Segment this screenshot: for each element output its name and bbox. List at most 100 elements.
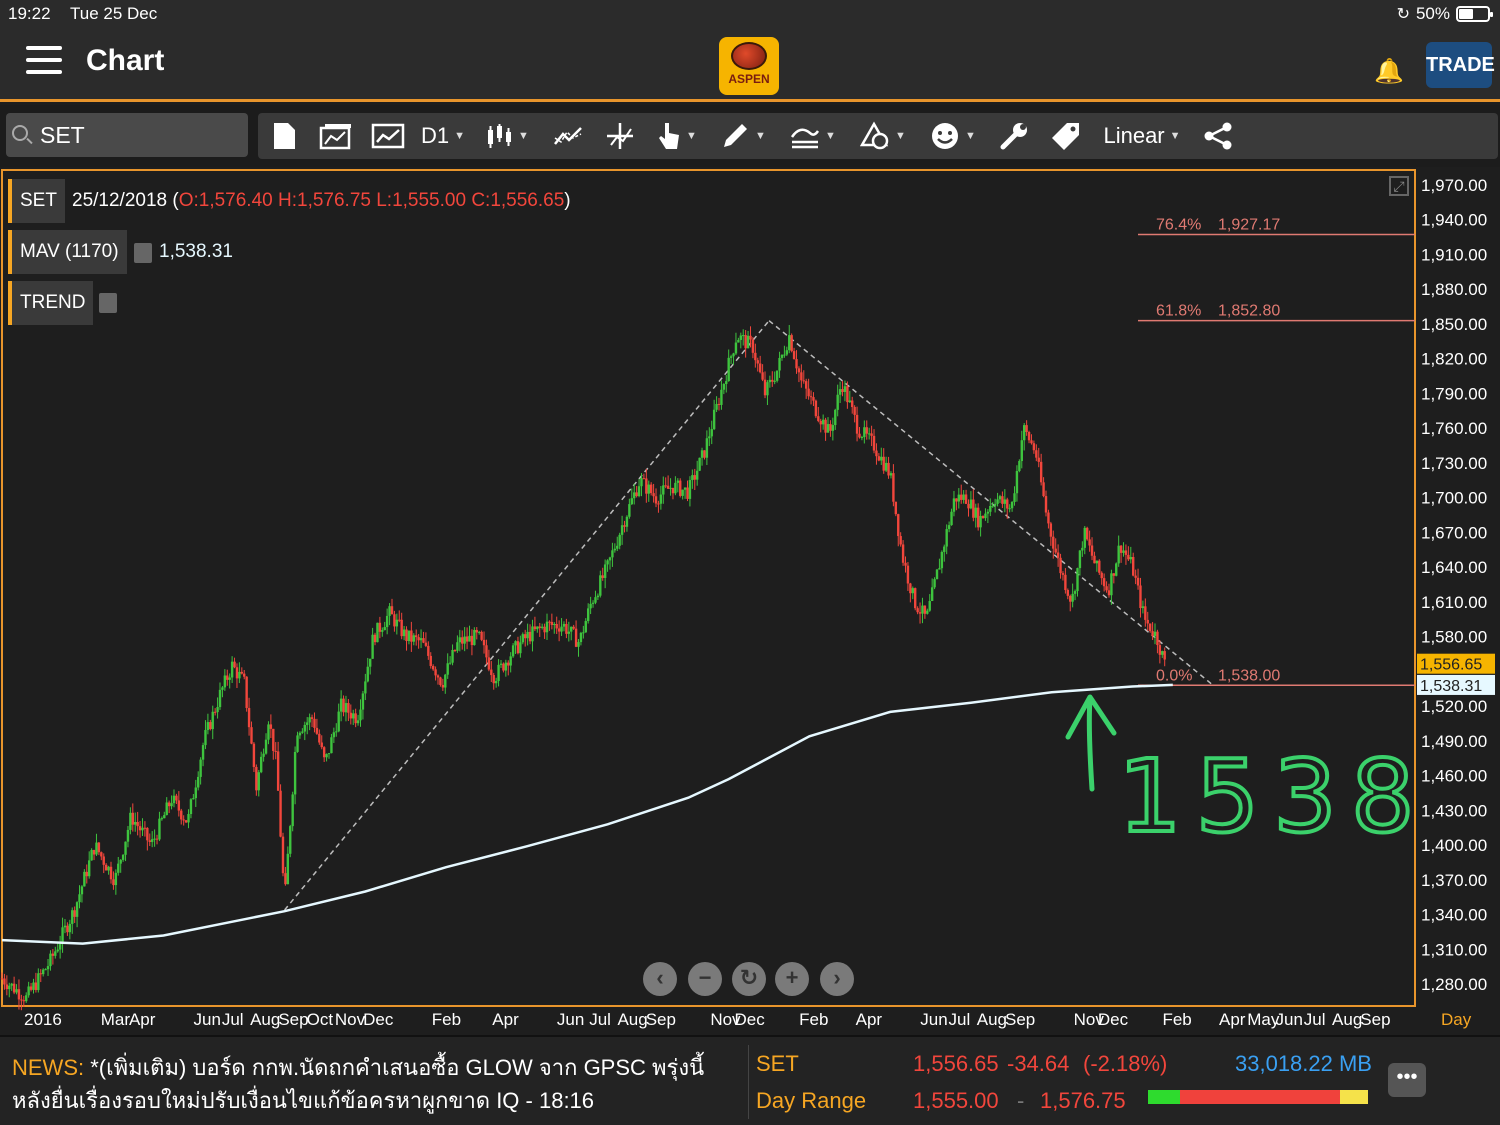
candle-up: [117, 863, 120, 873]
expand-icon[interactable]: ⤢: [1389, 176, 1409, 196]
trash-icon[interactable]: [134, 243, 152, 263]
candle-down: [182, 819, 185, 821]
x-tick-label: Dec: [363, 1010, 394, 1029]
new-document-icon[interactable]: [258, 113, 310, 159]
crosshair-icon[interactable]: [594, 113, 646, 159]
status-time: 19:22: [8, 4, 51, 23]
share-icon[interactable]: [1192, 113, 1244, 159]
chart-icon[interactable]: [362, 113, 414, 159]
trade-button[interactable]: TRADE: [1426, 42, 1495, 88]
reset-button[interactable]: ↻: [732, 962, 766, 996]
scroll-right-button[interactable]: ›: [820, 962, 854, 996]
candle-up: [1073, 591, 1077, 594]
chart-type-dropdown[interactable]: ▼: [472, 113, 542, 159]
candle-down: [284, 873, 287, 885]
candle-up: [1153, 631, 1157, 637]
candle-down: [487, 657, 491, 670]
x-tick-label: Feb: [432, 1010, 461, 1029]
candle-up: [158, 818, 161, 840]
scale-dropdown[interactable]: Linear ▼: [1092, 113, 1192, 159]
symbol-input[interactable]: [40, 119, 240, 151]
legend-symbol[interactable]: SET: [8, 179, 65, 223]
candle-down: [964, 494, 968, 504]
x-tick-label: Feb: [1162, 1010, 1191, 1029]
candle-up: [197, 776, 200, 788]
shapes-dropdown[interactable]: ▼: [848, 113, 918, 159]
candle-down: [390, 606, 394, 615]
x-tick-label: Jun: [557, 1010, 584, 1029]
wrench-icon[interactable]: [988, 113, 1040, 159]
candle-up: [41, 969, 45, 975]
menu-icon[interactable]: [26, 46, 62, 76]
trash-icon[interactable]: [99, 293, 117, 313]
news-ticker[interactable]: NEWS: *(เพิ่มเติม) บอร์ด กกพ.นัดถกคำเสนอ…: [12, 1051, 742, 1117]
day-range-bar: [1148, 1090, 1368, 1104]
chart-area[interactable]: 76.4% 1,927.17 61.8% 1,852.80 0.0% 1,538.00 1…: [0, 167, 1500, 1033]
y-tick-label: 1,280.00: [1421, 975, 1487, 994]
x-tick-label: Jun: [1276, 1010, 1303, 1029]
zoom-out-button[interactable]: −: [688, 962, 722, 996]
candle-up: [633, 492, 636, 499]
candle-down: [1105, 586, 1108, 591]
candle-up: [223, 675, 227, 688]
symbol-search[interactable]: [6, 113, 248, 157]
legend-mav[interactable]: MAV (1170): [8, 230, 127, 274]
candle-down: [1037, 457, 1040, 462]
fibonacci-dropdown[interactable]: ▼: [778, 113, 848, 159]
candle-up: [739, 335, 742, 340]
candle-up: [586, 608, 590, 622]
tag-icon[interactable]: [1040, 113, 1092, 159]
price-chart[interactable]: 76.4% 1,927.17 61.8% 1,852.80 0.0% 1,538.00 1…: [0, 167, 1500, 1033]
emoji-dropdown[interactable]: ▼: [918, 113, 988, 159]
bell-icon[interactable]: 🔔: [1374, 58, 1404, 85]
indicator-icon[interactable]: [542, 113, 594, 159]
candle-up: [570, 626, 573, 632]
candle-up: [1115, 563, 1118, 576]
candle-up: [608, 557, 612, 561]
candle-up: [768, 379, 772, 383]
candle-down: [703, 450, 706, 458]
candle-up: [993, 503, 997, 506]
candle-up: [950, 511, 953, 526]
candle-down: [424, 642, 428, 646]
pointer-dropdown[interactable]: ▼: [646, 113, 708, 159]
candle-up: [979, 515, 982, 528]
candle-down: [853, 407, 856, 415]
legend-ohlc: 25/12/2018 (O:1,576.40 H:1,576.75 L:1,55…: [72, 179, 571, 223]
candle-up: [775, 370, 779, 381]
candle-up: [708, 436, 711, 439]
y-tick-label: 1,880.00: [1421, 280, 1487, 299]
y-tick-label: 1,670.00: [1421, 523, 1487, 542]
y-tick-label: 1,760.00: [1421, 419, 1487, 438]
timeframe-dropdown[interactable]: D1 ▼: [414, 113, 472, 159]
candle-up: [676, 480, 680, 483]
zoom-in-button[interactable]: +: [775, 962, 809, 996]
legend-trend[interactable]: TREND: [8, 281, 94, 325]
candle-down: [1052, 536, 1055, 549]
candle-down: [897, 514, 900, 537]
candle-up: [521, 634, 524, 643]
candle-down: [410, 630, 413, 642]
scroll-left-button[interactable]: ‹: [643, 962, 677, 996]
legend-ohlc-open: (: [172, 190, 179, 211]
pointer-icon: [659, 123, 680, 149]
candle-up: [662, 485, 665, 495]
candle-down: [790, 335, 793, 352]
open-folder-icon[interactable]: [310, 113, 362, 159]
candle-up: [448, 662, 452, 664]
candle-up: [80, 886, 84, 895]
emoji-icon: [932, 123, 959, 149]
candle-up: [930, 587, 934, 602]
candle-down: [1054, 548, 1057, 553]
candle-up: [46, 966, 50, 970]
candle-up: [911, 588, 914, 594]
candle-up: [867, 433, 871, 435]
candle-up: [732, 353, 735, 357]
draw-dropdown[interactable]: ▼: [708, 113, 778, 159]
candle-down: [322, 747, 326, 758]
candle-down: [485, 645, 488, 658]
candle-up: [383, 627, 386, 631]
candle-up: [37, 973, 40, 991]
more-button[interactable]: •••: [1388, 1063, 1426, 1097]
candle-down: [180, 810, 183, 820]
